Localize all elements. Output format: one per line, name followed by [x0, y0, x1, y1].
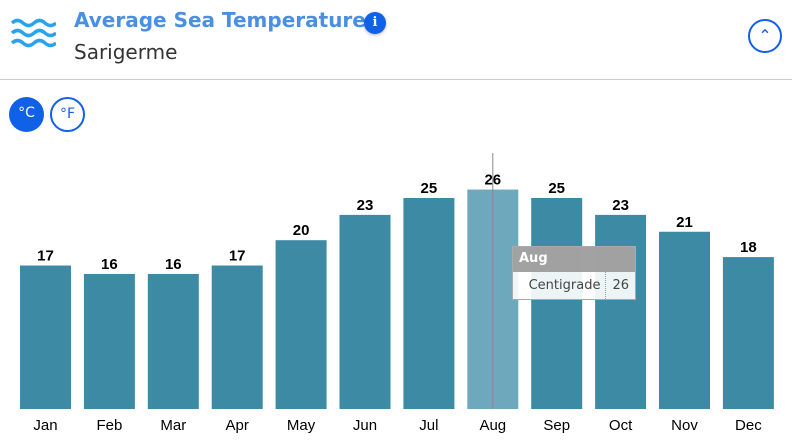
bar-jul[interactable]	[403, 198, 455, 409]
fahrenheit-button[interactable]: °F	[50, 97, 85, 132]
collapse-button[interactable]: ⌃	[748, 19, 782, 53]
x-tick-label: Sep	[543, 417, 570, 434]
location-subtitle: Sarigerme	[74, 40, 178, 64]
bar-chart: 17Jan16Feb16Mar17Apr20May23Jun25Jul26Aug…	[20, 153, 774, 434]
tooltip-title: Aug	[513, 247, 635, 272]
bar-sep[interactable]	[531, 198, 583, 409]
data-label: 21	[676, 214, 693, 231]
x-tick-label: Jan	[33, 417, 57, 434]
bar-nov[interactable]	[659, 231, 710, 409]
header: Average Sea Temperature Sarigerme i ⌃	[0, 0, 792, 80]
data-label: 18	[740, 239, 757, 256]
waves-icon	[10, 18, 56, 48]
bar-may[interactable]	[275, 240, 327, 409]
bar-jun[interactable]	[339, 214, 391, 409]
x-tick-label: Dec	[735, 417, 762, 434]
celsius-button[interactable]: °C	[9, 97, 44, 132]
info-icon[interactable]: i	[364, 12, 386, 34]
tooltip: Aug Centigrade 26	[512, 246, 636, 300]
x-tick-label: Jul	[419, 417, 438, 434]
bar-oct[interactable]	[595, 214, 647, 409]
data-label: 20	[293, 222, 310, 239]
bar-feb[interactable]	[83, 273, 135, 409]
bar-jan[interactable]	[20, 265, 71, 409]
bar-mar[interactable]	[147, 273, 199, 409]
data-label: 17	[229, 248, 246, 265]
page-title: Average Sea Temperature	[74, 8, 366, 32]
x-tick-label: Jun	[353, 417, 377, 434]
data-label: 25	[548, 180, 565, 197]
x-tick-label: Oct	[609, 417, 633, 434]
data-label: 16	[101, 256, 118, 273]
x-tick-label: May	[287, 417, 316, 434]
data-label: 16	[165, 256, 182, 273]
x-tick-label: Feb	[96, 417, 122, 434]
data-label: 25	[421, 180, 438, 197]
tooltip-value: 26	[612, 278, 629, 293]
chevron-up-icon: ⌃	[758, 26, 772, 45]
x-tick-label: Mar	[160, 417, 186, 434]
bar-dec[interactable]	[722, 257, 774, 409]
x-tick-label: Nov	[671, 417, 698, 434]
tooltip-label: Centigrade	[529, 272, 607, 299]
data-label: 17	[37, 248, 54, 265]
x-tick-label: Aug	[479, 417, 506, 434]
bar-apr[interactable]	[211, 265, 263, 409]
data-label: 23	[612, 197, 629, 214]
x-tick-label: Apr	[226, 417, 249, 434]
data-label: 23	[357, 197, 374, 214]
